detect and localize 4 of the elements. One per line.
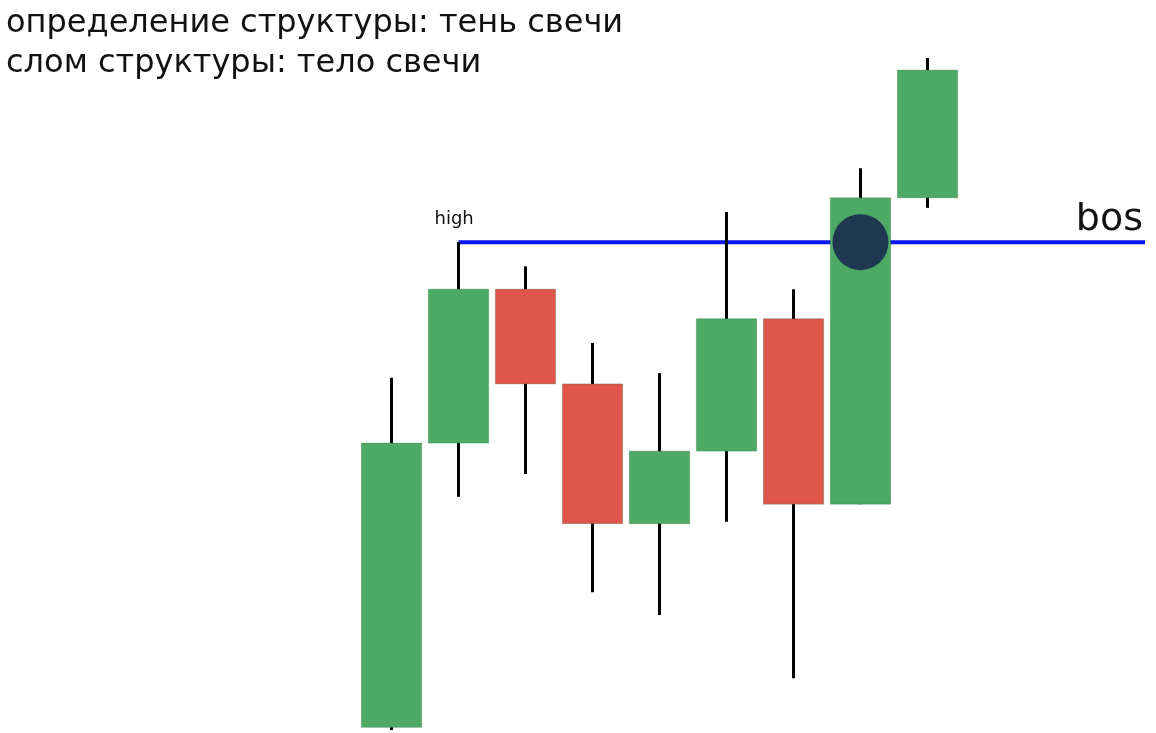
ref-line-label: bos [1075,195,1143,240]
chart-title: определение структуры: тень свечи [6,2,624,40]
chart-subtitle: слом структуры: тело свечи [6,42,482,80]
annotation: high [434,207,474,229]
